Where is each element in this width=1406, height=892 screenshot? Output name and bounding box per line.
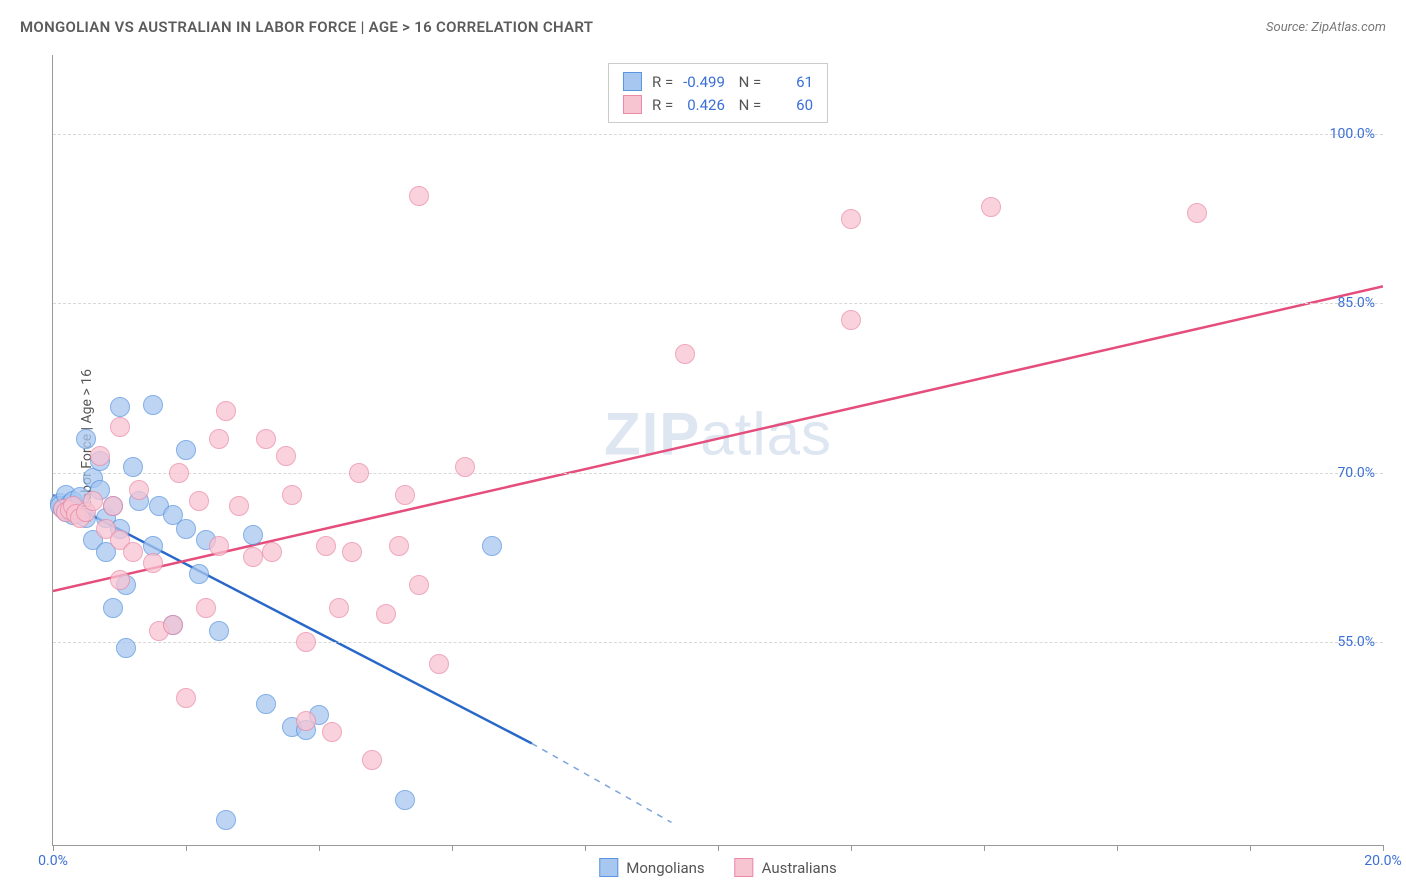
data-point [229, 496, 249, 516]
data-point [103, 496, 123, 516]
source-credit: Source: ZipAtlas.com [1266, 20, 1386, 35]
gridline [53, 134, 1383, 135]
gridline [53, 303, 1383, 304]
series-legend: Mongolians Australians [599, 858, 836, 877]
x-tick [1250, 845, 1251, 851]
data-point [482, 536, 502, 556]
y-tick-label: 70.0% [1337, 465, 1375, 481]
legend-row-mongolians: R = -0.499 N = 61 [623, 70, 813, 93]
x-tick [1117, 845, 1118, 851]
data-point [189, 564, 209, 584]
data-point [189, 491, 209, 511]
data-point [256, 694, 276, 714]
swatch-australians-bottom [735, 858, 754, 877]
y-tick-label: 55.0% [1337, 634, 1375, 650]
data-point [296, 711, 316, 731]
x-tick [851, 845, 852, 851]
data-point [429, 654, 449, 674]
data-point [129, 480, 149, 500]
x-tick-label: 20.0% [1364, 853, 1402, 869]
x-tick [319, 845, 320, 851]
data-point [296, 632, 316, 652]
swatch-mongolians-bottom [599, 858, 618, 877]
data-point [841, 209, 861, 229]
data-point [143, 395, 163, 415]
data-point [389, 536, 409, 556]
data-point [243, 547, 263, 567]
data-point [981, 197, 1001, 217]
data-point [349, 463, 369, 483]
data-point [409, 186, 429, 206]
data-point [262, 542, 282, 562]
legend-item-mongolians: Mongolians [599, 858, 704, 877]
data-point [322, 722, 342, 742]
y-tick-label: 85.0% [1337, 295, 1375, 311]
data-point [243, 525, 263, 545]
swatch-mongolians [623, 72, 642, 91]
x-tick [452, 845, 453, 851]
gridline [53, 642, 1383, 643]
data-point [76, 429, 96, 449]
data-point [209, 536, 229, 556]
x-tick [984, 845, 985, 851]
data-point [103, 598, 123, 618]
data-point [395, 485, 415, 505]
x-tick [1383, 845, 1384, 851]
data-point [83, 491, 103, 511]
data-point [169, 463, 189, 483]
x-tick [186, 845, 187, 851]
data-point [196, 598, 216, 618]
legend-row-australians: R = 0.426 N = 60 [623, 93, 813, 116]
data-point [163, 615, 183, 635]
data-point [216, 810, 236, 830]
data-point [841, 310, 861, 330]
trend-lines [53, 55, 1383, 845]
data-point [216, 401, 236, 421]
data-point [342, 542, 362, 562]
data-point [282, 485, 302, 505]
data-point [176, 519, 196, 539]
data-point [110, 570, 130, 590]
watermark: ZIPatlas [604, 400, 832, 469]
data-point [110, 397, 130, 417]
x-tick-label: 0.0% [38, 853, 68, 869]
data-point [362, 750, 382, 770]
correlation-legend: R = -0.499 N = 61 R = 0.426 N = 60 [608, 63, 828, 123]
data-point [316, 536, 336, 556]
data-point [209, 621, 229, 641]
data-point [123, 457, 143, 477]
y-tick-label: 100.0% [1330, 126, 1375, 142]
chart-title: MONGOLIAN VS AUSTRALIAN IN LABOR FORCE |… [20, 18, 593, 36]
data-point [116, 638, 136, 658]
data-point [276, 446, 296, 466]
gridline [53, 473, 1383, 474]
data-point [90, 446, 110, 466]
data-point [143, 553, 163, 573]
data-point [123, 542, 143, 562]
x-tick [718, 845, 719, 851]
data-point [395, 790, 415, 810]
swatch-australians [623, 95, 642, 114]
data-point [256, 429, 276, 449]
data-point [176, 688, 196, 708]
x-tick [53, 845, 54, 851]
data-point [176, 440, 196, 460]
x-tick [585, 845, 586, 851]
legend-item-australians: Australians [735, 858, 837, 877]
data-point [376, 604, 396, 624]
data-point [675, 344, 695, 364]
chart-plot-area: ZIPatlas R = -0.499 N = 61 R = 0.426 N =… [52, 55, 1383, 846]
data-point [1187, 203, 1207, 223]
data-point [329, 598, 349, 618]
data-point [110, 417, 130, 437]
data-point [409, 575, 429, 595]
data-point [455, 457, 475, 477]
data-point [209, 429, 229, 449]
